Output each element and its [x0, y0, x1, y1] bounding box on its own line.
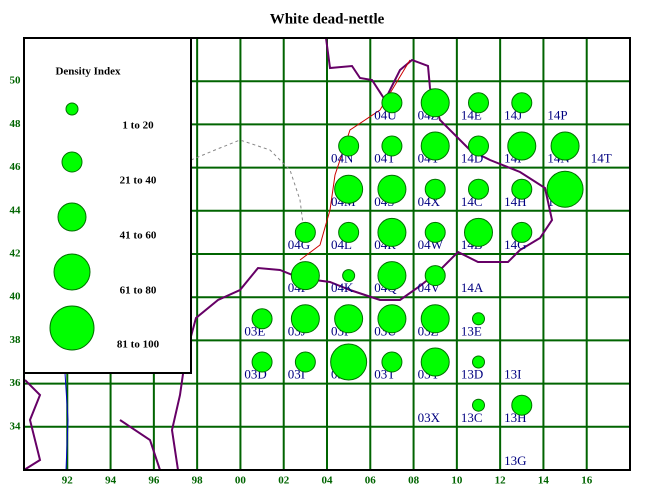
bubble	[464, 217, 493, 247]
bubble	[338, 135, 360, 157]
legend-symbol	[65, 102, 79, 116]
y-tick-label: 48	[10, 118, 22, 130]
bubble	[511, 394, 533, 416]
x-tick-label: 12	[495, 475, 507, 487]
bubble	[468, 178, 489, 200]
cell-label: 13C	[461, 410, 483, 425]
legend-label: 1 to 20	[122, 120, 154, 132]
bubble	[334, 174, 364, 204]
bubble	[338, 221, 360, 243]
bubble	[294, 351, 316, 373]
legend-symbol	[57, 202, 87, 232]
bubble	[511, 92, 533, 114]
x-tick-label: 16	[581, 475, 593, 487]
bubble	[420, 347, 450, 377]
bubble	[468, 135, 489, 157]
bubble	[334, 304, 364, 334]
x-tick-label: 02	[278, 475, 290, 487]
boundaries	[23, 37, 554, 471]
bubble	[381, 351, 403, 373]
bubble	[377, 304, 407, 334]
legend-label: 21 to 40	[120, 175, 157, 187]
legend: Density Index 1 to 20 21 to 40 41 to 60 61 …	[23, 37, 192, 374]
cell-label: 14P	[547, 107, 567, 122]
bubble	[424, 221, 446, 243]
bubble	[330, 343, 368, 381]
x-tick-label: 14	[538, 475, 550, 487]
y-tick-label: 50	[10, 75, 22, 87]
bubble	[546, 170, 584, 208]
legend-symbol	[53, 253, 91, 291]
y-tick-label: 46	[10, 161, 22, 173]
bubble	[472, 312, 485, 326]
legend-box	[23, 37, 192, 374]
x-tick-label: 10	[451, 475, 463, 487]
y-tick-label: 42	[10, 248, 22, 260]
bubble	[424, 265, 446, 287]
bubble	[507, 131, 537, 161]
bubble	[381, 92, 403, 114]
bubble	[290, 261, 320, 291]
cell-label: 13G	[504, 453, 526, 468]
bubble	[251, 308, 273, 330]
bubbles	[251, 88, 584, 416]
cell-label: 13D	[461, 367, 483, 382]
bubble	[342, 269, 356, 283]
bubble	[472, 398, 485, 412]
chart-title: White dead-nettle	[270, 11, 385, 27]
cell-label: 14T	[591, 151, 612, 166]
cell-label: 04K	[331, 280, 354, 295]
bubble	[511, 178, 533, 200]
bubble	[251, 351, 273, 373]
cell-label: 13I	[504, 367, 521, 382]
bubble	[377, 261, 407, 291]
bubble	[377, 174, 407, 204]
legend-symbol	[49, 305, 95, 351]
bubble	[294, 221, 316, 243]
bubble	[420, 304, 450, 334]
x-tick-label: 04	[322, 475, 334, 487]
x-tick-label: 00	[235, 475, 247, 487]
legend-label: 61 to 80	[120, 285, 157, 297]
bubble	[468, 92, 489, 114]
bubble	[550, 131, 580, 161]
legend-label: 41 to 60	[120, 230, 157, 242]
bubble	[381, 135, 403, 157]
bubble	[290, 304, 320, 334]
y-tick-label: 36	[10, 377, 22, 389]
x-tick-label: 08	[408, 475, 420, 487]
bubble	[420, 88, 450, 118]
legend-label: 81 to 100	[117, 339, 160, 351]
x-tick-label: 06	[365, 475, 377, 487]
bubble	[377, 217, 407, 247]
bubble	[420, 131, 450, 161]
y-tick-label: 38	[10, 334, 22, 346]
x-tick-label: 94	[105, 475, 117, 487]
bubble	[511, 221, 533, 243]
legend-title: Density Index	[55, 66, 121, 78]
y-tick-label: 40	[10, 291, 22, 303]
x-tick-label: 98	[192, 475, 204, 487]
cell-label: 14A	[461, 280, 484, 295]
bubble	[472, 355, 485, 369]
x-tick-label: 96	[148, 475, 160, 487]
x-tick-label: 92	[62, 475, 74, 487]
legend-symbol	[61, 151, 83, 173]
y-tick-label: 44	[10, 204, 22, 216]
cell-label: 03X	[418, 410, 441, 425]
grid	[24, 38, 630, 470]
bubble	[424, 178, 446, 200]
y-tick-label: 34	[10, 420, 22, 432]
cell-label: 13E	[461, 323, 482, 338]
